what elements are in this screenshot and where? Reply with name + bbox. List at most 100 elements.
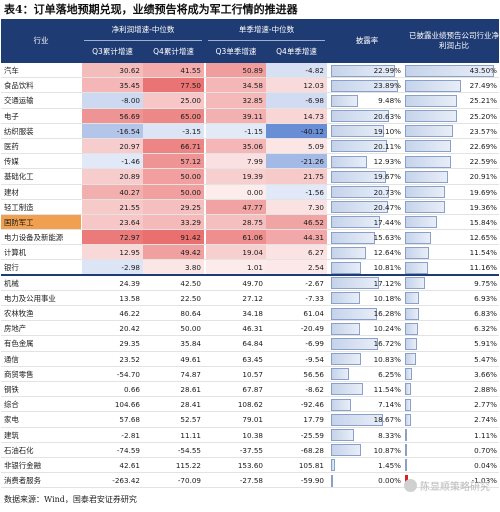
growth-cell-q3s: 34.18 [242,309,263,318]
disclosure-bar [331,79,398,92]
positive-ratio-value: 6.93% [474,293,497,303]
table-row: 电子 56.69 65.00 39.11 14.73 20.63% 25.20% [1,108,499,124]
industry-name: 非银行金融 [4,460,41,470]
disclosure-bar [331,307,377,320]
growth-cell-q3s: -1.15 [206,123,266,138]
table-row: 食品饮料 35.45 77.50 34.58 12.03 23.89% 27.49% [1,78,499,94]
positive-ratio-bar [405,94,457,107]
growth-cell-q3s: 49.70 [242,278,263,288]
growth-cell-q3s: 61.06 [206,230,266,245]
table-body: 汽车 30.62 41.55 50.89 -4.82 22.99% 43.50% 食品饮料 35… [1,63,499,489]
positive-ratio-cell: 12.65% [405,230,499,244]
disclosure-bar [331,413,384,426]
industry-name: 交通运输 [4,96,34,106]
positive-ratio-cell: 2.74% [405,412,499,426]
table-header: 行业 净利润增速-中位数 Q3累计增速 Q4累计增速 单季增速-中位数 Q3单季… [1,19,499,63]
growth-cell-q4c: 80.64 [180,309,201,318]
growth-cell-q4c: 65.00 [143,108,204,123]
positive-ratio-cell: 6.32% [405,321,499,335]
table-row: 通信 23.52 49.61 63.45 -9.54 10.83% 5.47% [1,352,499,367]
positive-ratio-cell: 23.57% [405,124,499,138]
growth-cell-q3c: 35.45 [82,78,143,93]
industry-name: 传媒 [4,157,19,167]
disclosure-cell: 8.33% [331,428,403,442]
positive-ratio-bar [405,170,448,183]
industry-name: 商贸零售 [4,369,34,379]
disclosure-value: 10.83% [373,354,401,364]
disclosure-bar [331,398,351,411]
disclosure-value: 12.93% [373,157,401,167]
growth-cell-q4s: -92.46 [300,400,324,410]
positive-ratio-bar [405,398,411,411]
disclosure-value: 10.81% [373,263,401,273]
growth-cell-q4s: 61.04 [303,309,324,318]
growth-cell-q3s: 50.89 [206,63,266,78]
disclosure-cell: 1.45% [331,458,403,472]
positive-ratio-cell: 19.36% [405,200,499,214]
disclosure-bar [331,383,364,396]
growth-cell-q3s: 1.01 [206,260,266,274]
growth-cell-q3c: -74.59 [116,445,140,455]
disclosure-value: 20.11% [373,141,401,151]
disclosure-bar [331,231,375,244]
disclosure-cell: 20.63% [331,109,403,123]
industry-name: 消费者服务 [4,476,41,486]
disclosure-bar [331,337,378,350]
positive-ratio-bar [405,140,452,153]
growth-cell-q3s: 47.77 [206,199,266,214]
positive-ratio-bar [405,368,413,381]
positive-ratio-cell: 5.47% [405,352,499,366]
growth-cell-q4c: 57.12 [143,154,204,169]
disclosure-cell: 12.64% [331,245,403,259]
growth-cell-q3c: -2.81 [121,430,140,440]
growth-cell-q3c: -8.00 [82,93,143,108]
growth-cell-q3c: 20.97 [82,138,143,154]
disclosure-cell: 17.44% [331,215,403,229]
disclosure-bar [331,277,379,290]
growth-cell-q3s: 108.62 [237,400,263,410]
growth-cell-q3c: 57.68 [119,415,140,425]
disclosure-bar [331,444,362,457]
positive-ratio-bar [405,429,408,441]
industry-name: 计算机 [4,248,27,258]
growth-cell-q4s: -9.54 [305,354,324,364]
disclosure-cell: 20.47% [331,200,403,214]
disclosure-value: 0.00% [378,476,401,486]
header-divider [84,40,202,41]
positive-ratio-bar [405,322,418,335]
positive-ratio-bar [405,383,411,396]
wechat-icon [404,479,417,492]
growth-cell-q3c: 21.55 [82,199,143,214]
growth-cell-q3s: 27.12 [242,293,263,303]
positive-ratio-cell: 15.84% [405,215,499,229]
positive-ratio-cell: 25.20% [405,109,499,123]
positive-ratio-cell: 27.49% [405,78,499,92]
table-row: 传媒 -1.46 57.12 7.99 -21.26 12.93% 22.59% [1,154,499,170]
growth-cell-q4c: 29.25 [143,199,204,214]
header-q4-single: Q4单季增速 [276,47,317,56]
growth-cell-q3s: 19.04 [206,245,266,260]
disclosure-bar [331,429,355,441]
disclosure-cell: 10.87% [331,443,403,457]
industry-name: 汽车 [4,66,19,75]
growth-cell-q3s: -27.58 [239,476,263,486]
disclosure-bar [331,261,362,274]
positive-ratio-value: 6.83% [474,309,497,318]
disclosure-cell: 9.48% [331,93,403,107]
data-table: 行业 净利润增速-中位数 Q3累计增速 Q4累计增速 单季增速-中位数 Q3单季… [1,19,499,489]
disclosure-value: 1.45% [378,460,401,470]
growth-cell-q4c: 91.42 [143,230,204,245]
industry-name: 农林牧渔 [4,309,34,318]
growth-cell-q4c: 42.50 [180,278,201,288]
growth-cell-q4s: -7.33 [305,293,324,303]
positive-ratio-cell: 11.54% [405,245,499,259]
disclosure-bar [331,125,385,138]
growth-cell-q4c: 52.57 [180,415,201,425]
positive-ratio-value: 0.04% [474,460,497,470]
positive-ratio-value: 11.16% [469,263,497,273]
disclosure-bar [331,368,349,381]
watermark-text: 陈显顺策略研究 [420,482,490,493]
growth-cell-q3s: 32.85 [206,93,266,108]
growth-cell-q4s: -68.28 [300,445,324,455]
growth-cell-q4c: 28.41 [180,400,201,410]
